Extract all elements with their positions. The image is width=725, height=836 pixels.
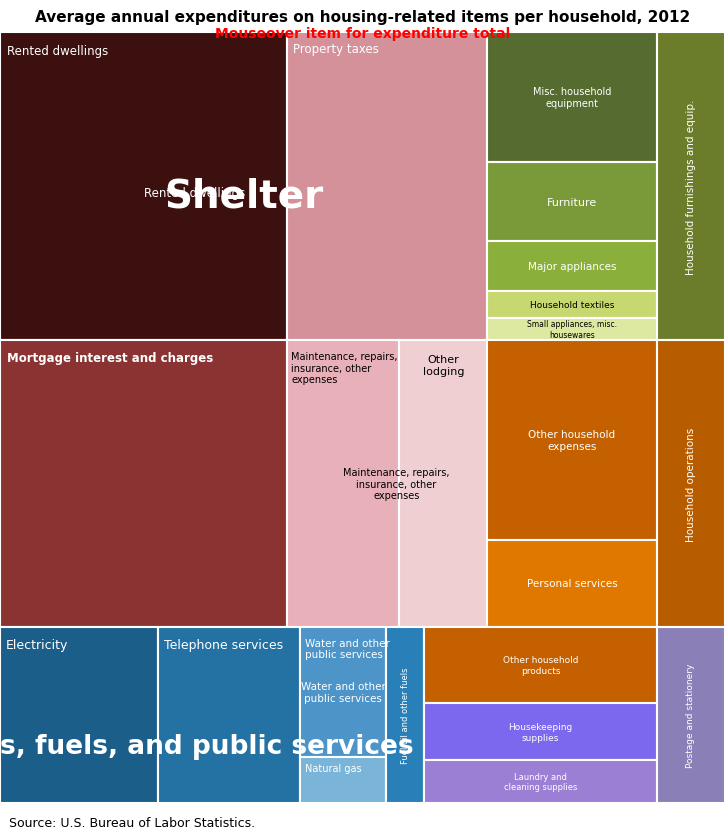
Bar	[0, 341, 287, 627]
Bar	[287, 341, 399, 627]
Bar	[657, 33, 725, 341]
Bar	[0, 627, 158, 803]
Text: Household textiles: Household textiles	[530, 300, 614, 309]
Text: Small appliances, misc.
housewares: Small appliances, misc. housewares	[527, 320, 617, 339]
Text: Shelter: Shelter	[164, 177, 323, 216]
Text: Mouseover item for expenditure total: Mouseover item for expenditure total	[215, 27, 510, 41]
Text: Maintenance, repairs,
insurance, other
expenses: Maintenance, repairs, insurance, other e…	[344, 467, 450, 501]
Text: Personal services: Personal services	[526, 579, 618, 589]
Bar	[300, 627, 386, 757]
Text: Natural gas: Natural gas	[304, 762, 361, 772]
Bar	[487, 540, 657, 627]
Text: Other household
products: Other household products	[502, 655, 579, 675]
Text: Other
lodging: Other lodging	[423, 354, 464, 376]
Text: Household furnishings and equip.: Household furnishings and equip.	[686, 99, 696, 275]
Text: Telephone services: Telephone services	[164, 638, 283, 651]
Text: Maintenance, repairs,
insurance, other
expenses: Maintenance, repairs, insurance, other e…	[291, 352, 398, 385]
Text: Utilities, fuels, and public services: Utilities, fuels, and public services	[0, 733, 413, 759]
Text: Rented dwellings: Rented dwellings	[144, 187, 245, 200]
Bar	[487, 291, 657, 319]
Bar	[657, 627, 725, 803]
Bar	[287, 33, 487, 341]
Bar	[424, 761, 657, 803]
Bar	[487, 33, 657, 163]
Text: Rented dwellings: Rented dwellings	[7, 45, 109, 58]
Text: Fuel oil and other fuels: Fuel oil and other fuels	[401, 666, 410, 763]
Text: Average annual expenditures on housing-related items per household, 2012: Average annual expenditures on housing-r…	[35, 10, 690, 25]
Bar	[0, 33, 287, 341]
Text: Water and other
public services: Water and other public services	[301, 681, 386, 703]
Bar	[487, 242, 657, 291]
Bar	[424, 627, 657, 703]
Text: Other household
expenses: Other household expenses	[529, 430, 616, 451]
Bar	[424, 703, 657, 761]
Text: Laundry and
cleaning supplies: Laundry and cleaning supplies	[504, 772, 577, 791]
Text: Misc. household
equipment: Misc. household equipment	[533, 87, 611, 109]
Bar	[487, 319, 657, 341]
Text: Property taxes: Property taxes	[293, 43, 378, 56]
Text: Furniture: Furniture	[547, 197, 597, 207]
Text: Source: U.S. Bureau of Labor Statistics.: Source: U.S. Bureau of Labor Statistics.	[9, 816, 254, 829]
Text: Water and other
public services: Water and other public services	[304, 638, 389, 660]
Bar	[300, 757, 386, 803]
Text: Household operations: Household operations	[686, 427, 696, 541]
Text: Mortgage interest and charges: Mortgage interest and charges	[7, 352, 213, 364]
Bar	[399, 341, 487, 627]
Text: Electricity: Electricity	[6, 638, 68, 651]
Text: Housekeeping
supplies: Housekeeping supplies	[508, 722, 573, 742]
Text: Major appliances: Major appliances	[528, 262, 616, 272]
Bar	[657, 341, 725, 627]
Bar	[487, 341, 657, 540]
Bar	[158, 627, 300, 803]
Text: Postage and stationery: Postage and stationery	[687, 663, 695, 767]
Bar	[487, 163, 657, 242]
Bar	[386, 627, 424, 803]
